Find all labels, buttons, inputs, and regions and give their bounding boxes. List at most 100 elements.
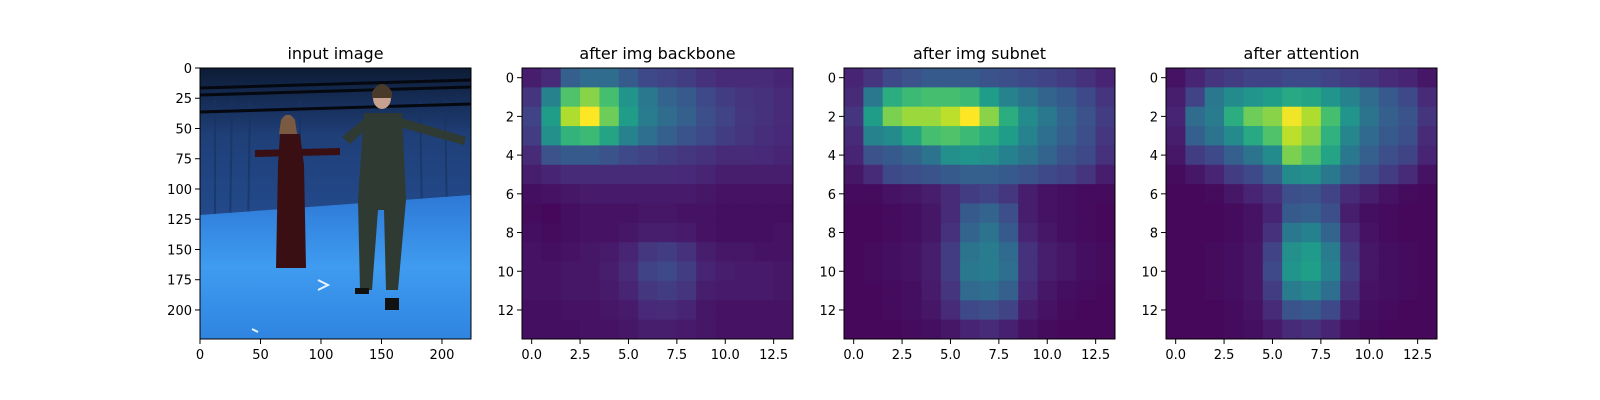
heatmap-cell: [657, 261, 678, 282]
heatmap-cell: [1398, 126, 1419, 146]
heatmap-cell: [754, 87, 775, 108]
heatmap-cell: [560, 300, 581, 321]
woman-figure: [255, 115, 340, 268]
studio-truss: [200, 78, 471, 114]
heatmap-cell: [1359, 222, 1380, 243]
heatmap-cell: [1398, 87, 1419, 108]
heatmap-cell: [715, 261, 736, 282]
y-tick-label: 10: [819, 265, 836, 280]
heatmap-cell: [1340, 184, 1360, 204]
heatmap-cell: [1398, 242, 1419, 262]
panel-title: after img subnet: [913, 44, 1046, 63]
heatmap-cell: [1185, 164, 1206, 185]
heatmap-cell: [1417, 164, 1438, 185]
heatmap-cell: [618, 300, 639, 321]
heatmap-cell: [1095, 222, 1116, 243]
heatmap-cell: [1378, 319, 1399, 340]
heatmap-cell: [1262, 222, 1283, 243]
heatmap-cell: [560, 222, 581, 243]
heatmap-cell: [1018, 203, 1038, 224]
heatmap-cell: [1301, 203, 1322, 224]
heatmap-cell: [902, 106, 922, 127]
heatmap-cell: [1037, 68, 1058, 88]
heatmap-cell: [560, 145, 581, 166]
heatmap-cell: [921, 106, 942, 127]
heatmap-cell: [902, 203, 922, 224]
heatmap-cell: [1340, 145, 1360, 166]
axes-frame: [521, 67, 794, 340]
heatmap-cell: [1320, 184, 1341, 204]
heatmap-cell: [638, 126, 658, 146]
heatmap-cell: [902, 280, 922, 301]
heatmap-cell: [618, 184, 639, 204]
heatmap-cell: [580, 87, 600, 108]
heatmap-cell: [1398, 319, 1419, 340]
heatmap-cell: [844, 319, 864, 340]
heatmap-cell: [882, 300, 903, 321]
heatmap-cell: [580, 242, 600, 262]
heatmap-cell: [1320, 145, 1341, 166]
y-tick-label: 8: [828, 227, 836, 242]
heatmap-cell: [618, 222, 639, 243]
heatmap-cell: [1224, 145, 1244, 166]
heatmap-cell: [1018, 68, 1038, 88]
heatmap-cell: [754, 184, 775, 204]
heatmap-cell: [979, 87, 1000, 108]
y-tick-label: 2: [828, 110, 836, 125]
heatmap-cell: [657, 145, 678, 166]
heatmap-cell: [1185, 106, 1206, 127]
heatmap-cell: [960, 164, 980, 185]
heatmap-cell: [560, 164, 581, 185]
heatmap-cell: [1282, 164, 1302, 185]
heatmap-cell: [1037, 261, 1058, 282]
heatmap-cell: [1398, 106, 1419, 127]
heatmap-cell: [1095, 300, 1116, 321]
heatmap-cell: [998, 300, 1019, 321]
heatmap-cell: [676, 261, 697, 282]
y-tick-label: 4: [828, 149, 836, 164]
heatmap-cell: [734, 203, 755, 224]
heatmap-cell: [1166, 203, 1186, 224]
x-tick-label: 0.0: [843, 348, 864, 363]
heatmap-cell: [696, 145, 716, 166]
heatmap-cell: [979, 145, 1000, 166]
heatmap-cell: [979, 164, 1000, 185]
heatmap-cell: [580, 68, 600, 88]
heatmap-cell: [618, 106, 639, 127]
heatmap-cell: [940, 222, 961, 243]
heatmap-cell: [1243, 184, 1264, 204]
heatmap-cell: [1076, 184, 1097, 204]
heatmap-cell: [1018, 126, 1038, 146]
heatmap-cell: [522, 106, 542, 127]
heatmap-cell: [1378, 242, 1399, 262]
heatmap-cell: [844, 300, 864, 321]
heatmap-cell: [522, 222, 542, 243]
heatmap-cell: [844, 222, 864, 243]
heatmap-cell: [844, 242, 864, 262]
heatmap-cell: [541, 184, 562, 204]
heatmap-cell: [998, 68, 1019, 88]
heatmap-cell: [1243, 68, 1264, 88]
heatmap-cell: [998, 184, 1019, 204]
heatmap-cell: [715, 242, 736, 262]
heatmap-cell: [676, 203, 697, 224]
x-tick-label: 7.5: [989, 348, 1010, 363]
heatmap-cell: [921, 222, 942, 243]
heatmap-cell: [696, 126, 716, 146]
heatmap-cell: [618, 164, 639, 185]
y-tick-label: 8: [1150, 227, 1158, 242]
heatmap-cell: [1359, 280, 1380, 301]
heatmap-cell: [696, 164, 716, 185]
heatmap-cell: [1282, 68, 1302, 88]
heatmap-cell: [1417, 106, 1438, 127]
heatmap-cell: [676, 300, 697, 321]
heatmap-cell: [1262, 126, 1283, 146]
heatmap-cell: [863, 319, 884, 340]
heatmap-cell: [1224, 280, 1244, 301]
heatmap-cell: [1204, 126, 1225, 146]
heatmap-cell: [676, 242, 697, 262]
heatmap-cell: [1301, 145, 1322, 166]
heatmap-cell: [1378, 126, 1399, 146]
heatmap-cell: [1224, 184, 1244, 204]
heatmap-cell: [734, 87, 755, 108]
